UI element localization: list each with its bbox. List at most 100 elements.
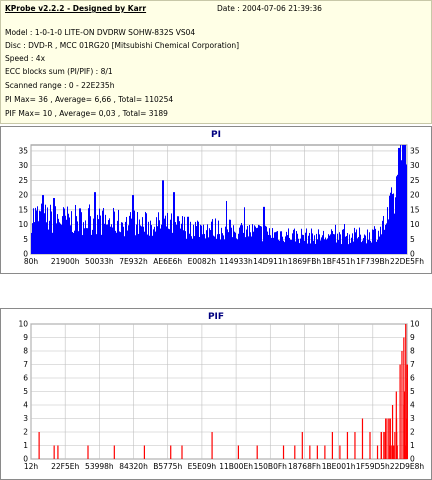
pi-bar	[169, 229, 170, 254]
x-tick-label: 21900h	[51, 257, 80, 266]
pi-bar	[199, 236, 200, 254]
pi-bar	[246, 229, 247, 254]
pi-bar	[188, 216, 189, 254]
pif-bar	[361, 418, 364, 459]
pi-bar	[342, 229, 343, 254]
pi-bar	[335, 224, 336, 254]
pi-bar	[195, 221, 196, 254]
pi-bar	[290, 239, 291, 254]
pi-bar	[129, 215, 130, 254]
pi-bar	[298, 238, 299, 254]
pi-bar	[304, 240, 305, 254]
pi-bar	[391, 187, 392, 254]
x-tick-label: 7E932h	[119, 257, 148, 266]
pi-bar	[344, 224, 345, 254]
pi-bar	[302, 234, 303, 254]
pi-bar	[189, 233, 190, 254]
pi-bar	[274, 232, 275, 254]
pi-bar	[143, 226, 144, 254]
pi-bar	[338, 239, 339, 254]
pi-bar	[388, 219, 389, 254]
y-tick-label-right: 35	[410, 146, 420, 155]
pi-bar	[281, 231, 282, 254]
pi-bar	[287, 235, 288, 254]
pi-panel: PI 0 0 5 5 10 10 15 15 20 20 25 25 30 30 35 35 80h 21900h…	[0, 126, 432, 274]
pi-bar	[62, 216, 63, 254]
pi-bar	[65, 215, 66, 254]
pi-bar	[327, 238, 328, 254]
pi-bar	[255, 226, 256, 254]
pi-bar	[309, 232, 310, 254]
pi-bar	[406, 164, 407, 254]
pi-bar	[47, 207, 48, 254]
pi-bar	[161, 224, 162, 254]
pi-bar	[359, 227, 360, 254]
pi-bar	[313, 240, 314, 254]
pi-bar	[141, 226, 142, 254]
pi-bar	[352, 233, 353, 254]
pif-bar	[237, 445, 239, 459]
y-tick-label-left: 35	[18, 146, 28, 155]
pi-bar	[41, 203, 42, 254]
pi-bar	[50, 204, 51, 254]
pi-bar	[257, 227, 258, 254]
pi-bar	[95, 192, 96, 254]
pi-bar	[149, 235, 150, 254]
pi-bar	[127, 230, 128, 254]
pi-bar	[187, 216, 188, 254]
pi-bar	[285, 236, 286, 254]
pi-bar	[324, 239, 325, 254]
pi-bar	[238, 233, 239, 254]
pi-bar	[260, 226, 261, 254]
pi-bar	[31, 232, 32, 254]
pi-bar	[88, 208, 89, 254]
pi-bar	[140, 225, 141, 254]
pi-bar	[244, 207, 245, 254]
pi-bar	[40, 211, 41, 254]
pi-bar	[402, 145, 403, 254]
pi-bar	[173, 192, 174, 254]
pi-bar	[69, 217, 70, 254]
y-tick-label-left: 0	[23, 250, 28, 259]
pif-bar	[393, 445, 395, 459]
y-tick-label-right: 5	[410, 387, 415, 396]
pi-bar	[134, 210, 135, 254]
y-tick-label-left: 7	[23, 360, 28, 369]
pi-bar	[245, 237, 246, 254]
pi-bar	[83, 222, 84, 254]
pif-panel: PIF 0 0 1 1 2 2 3 3 4 4 5 5 6 6 7 7 8 8 9 9 10 10 12h 22F5Eh 539…	[0, 308, 432, 480]
pi-bar	[191, 236, 192, 254]
pi-bar	[297, 233, 298, 254]
pi-bar	[289, 237, 290, 254]
pif-bar	[87, 445, 89, 459]
pi-bar	[333, 233, 334, 254]
pi-bar	[37, 206, 38, 254]
x-tick-label: 22F5Eh	[51, 462, 79, 471]
pi-bar	[112, 227, 113, 254]
pif-bar	[346, 432, 349, 459]
pi-bar	[135, 235, 136, 254]
pif-bar	[282, 445, 285, 459]
x-tick-label: E5E09h	[188, 462, 217, 471]
pif-bar	[53, 445, 55, 459]
pif-bar	[301, 432, 303, 459]
y-tick-label-right: 8	[410, 347, 415, 356]
pi-bar	[371, 242, 372, 254]
pi-bar	[125, 221, 126, 254]
pi-bar	[400, 145, 401, 254]
pi-bar	[337, 233, 338, 254]
pi-bar	[251, 236, 252, 254]
pi-bar	[390, 192, 391, 254]
pi-bar	[137, 212, 138, 254]
pi-bar	[217, 234, 218, 254]
pi-bar	[248, 236, 249, 254]
pi-bar	[48, 229, 49, 254]
pi-bar	[131, 218, 132, 254]
pi-bar	[322, 235, 323, 254]
disc-info: Disc : DVD-R , MCC 01RG20 [Mitsubishi Ch…	[5, 41, 240, 50]
pi-bar	[101, 234, 102, 254]
pi-bar	[319, 234, 320, 254]
pi-bar	[315, 243, 316, 254]
pi-bar	[376, 241, 377, 254]
pi-bar	[231, 227, 232, 254]
